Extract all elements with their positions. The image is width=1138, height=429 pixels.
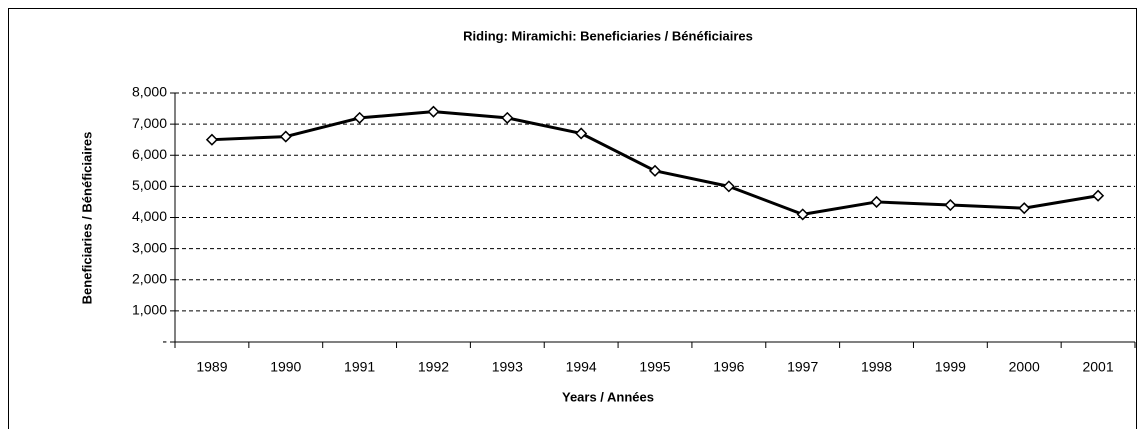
data-point (205, 133, 218, 146)
data-point (1018, 202, 1031, 215)
y-tick-label: 2,000 (132, 270, 167, 286)
chart-title: Riding: Miramichi: Beneficiaries / Bénéf… (463, 28, 753, 43)
data-point (501, 111, 514, 124)
x-tick-label: 2001 (1082, 359, 1113, 375)
data-point (944, 198, 957, 212)
data-line (211, 110, 1099, 216)
x-tick-label: 1990 (270, 359, 301, 375)
data-point (870, 195, 883, 208)
y-tick-label: 8,000 (132, 84, 167, 100)
x-axis-title: Years / Années (562, 389, 654, 404)
x-tick-label: 1994 (566, 359, 597, 375)
data-point (648, 164, 662, 177)
data-point (427, 105, 440, 118)
data-point (575, 127, 588, 140)
x-tick-label: 1998 (861, 359, 892, 375)
x-tick-label: 1997 (787, 359, 818, 375)
y-tick-label: 5,000 (132, 177, 167, 193)
x-tick-label: 1992 (418, 359, 449, 375)
data-point (722, 180, 735, 193)
data-point (279, 130, 292, 143)
y-tick-label: - (162, 333, 167, 349)
x-tick-label: 1993 (492, 359, 523, 375)
x-tick-label: 1991 (344, 359, 375, 375)
x-tick-label: 1996 (713, 359, 744, 375)
x-tick-label: 1999 (935, 359, 966, 375)
y-axis-title: Beneficiaries / Bénéficiaires (79, 132, 94, 305)
y-tick-label: 1,000 (132, 302, 167, 318)
data-point (1092, 189, 1105, 202)
y-tick-label: 4,000 (132, 208, 167, 224)
chart-border (8, 8, 1137, 429)
x-tick-label: 1995 (639, 359, 670, 375)
x-tick-label: 2000 (1009, 359, 1040, 375)
data-point (353, 111, 366, 124)
data-point (796, 208, 809, 221)
y-tick-label: 3,000 (132, 239, 167, 255)
x-tick-label: 1989 (196, 359, 227, 375)
y-tick-label: 7,000 (132, 115, 167, 131)
y-tick-label: 6,000 (132, 146, 167, 162)
